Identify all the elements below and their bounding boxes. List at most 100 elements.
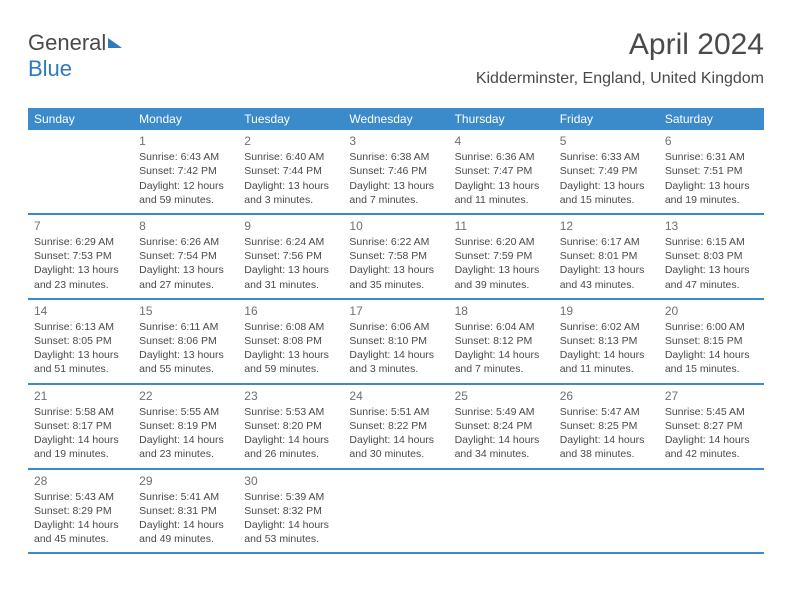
day-info-line: and 49 minutes. [139,532,232,546]
day-cell: 7Sunrise: 6:29 AMSunset: 7:53 PMDaylight… [28,215,133,298]
day-number: 14 [34,303,127,319]
day-info-line: Sunrise: 6:13 AM [34,320,127,334]
day-info-line: and 15 minutes. [665,362,758,376]
day-info-line: Sunrise: 6:00 AM [665,320,758,334]
day-info-line: Sunset: 7:44 PM [244,164,337,178]
day-info-line: Sunset: 7:51 PM [665,164,758,178]
day-cell: 19Sunrise: 6:02 AMSunset: 8:13 PMDayligh… [554,300,659,383]
day-info-line: Sunset: 7:58 PM [349,249,442,263]
day-info-line: Sunset: 8:27 PM [665,419,758,433]
day-info-line: Sunset: 8:29 PM [34,504,127,518]
day-info-line: and 55 minutes. [139,362,232,376]
day-info-line: Sunrise: 5:41 AM [139,490,232,504]
day-info-line: and 43 minutes. [560,278,653,292]
day-info-line: Sunset: 8:08 PM [244,334,337,348]
week-row: 28Sunrise: 5:43 AMSunset: 8:29 PMDayligh… [28,470,764,555]
day-info-line: Daylight: 13 hours [665,263,758,277]
location-text: Kidderminster, England, United Kingdom [476,70,764,88]
day-info-line: Sunset: 8:32 PM [244,504,337,518]
day-info-line: Sunrise: 5:53 AM [244,405,337,419]
logo: General Blue [28,30,122,82]
day-info-line: Sunrise: 6:06 AM [349,320,442,334]
day-info-line: Daylight: 13 hours [560,179,653,193]
day-info-line: Daylight: 12 hours [139,179,232,193]
week-row: 14Sunrise: 6:13 AMSunset: 8:05 PMDayligh… [28,300,764,385]
day-number: 5 [560,133,653,149]
day-cell: 13Sunrise: 6:15 AMSunset: 8:03 PMDayligh… [659,215,764,298]
day-number: 4 [455,133,548,149]
day-info-line: and 3 minutes. [244,193,337,207]
day-info-line: Daylight: 14 hours [560,348,653,362]
day-info-line: Sunrise: 6:26 AM [139,235,232,249]
day-info-line: Daylight: 14 hours [349,348,442,362]
day-info-line: Sunrise: 6:31 AM [665,150,758,164]
day-info-line: and 27 minutes. [139,278,232,292]
day-cell: 18Sunrise: 6:04 AMSunset: 8:12 PMDayligh… [449,300,554,383]
day-number: 23 [244,388,337,404]
day-info-line: Sunrise: 6:36 AM [455,150,548,164]
day-number: 29 [139,473,232,489]
day-info-line: Sunset: 8:13 PM [560,334,653,348]
day-cell: 9Sunrise: 6:24 AMSunset: 7:56 PMDaylight… [238,215,343,298]
header: April 2024 Kidderminster, England, Unite… [476,28,764,88]
day-cell: 4Sunrise: 6:36 AMSunset: 7:47 PMDaylight… [449,130,554,213]
day-cell: 3Sunrise: 6:38 AMSunset: 7:46 PMDaylight… [343,130,448,213]
day-info-line: Sunrise: 6:02 AM [560,320,653,334]
day-cell: 16Sunrise: 6:08 AMSunset: 8:08 PMDayligh… [238,300,343,383]
day-info-line: Sunrise: 6:20 AM [455,235,548,249]
day-cell: 11Sunrise: 6:20 AMSunset: 7:59 PMDayligh… [449,215,554,298]
day-info-line: Sunset: 8:12 PM [455,334,548,348]
day-cell [28,130,133,213]
day-cell: 30Sunrise: 5:39 AMSunset: 8:32 PMDayligh… [238,470,343,553]
day-info-line: Sunset: 8:06 PM [139,334,232,348]
day-info-line: and 59 minutes. [139,193,232,207]
day-number: 17 [349,303,442,319]
day-info-line: Sunrise: 6:22 AM [349,235,442,249]
day-number: 22 [139,388,232,404]
day-number: 7 [34,218,127,234]
day-info-line: Sunrise: 6:40 AM [244,150,337,164]
day-info-line: and 7 minutes. [455,362,548,376]
day-info-line: and 30 minutes. [349,447,442,461]
day-info-line: Daylight: 14 hours [139,433,232,447]
day-info-line: Sunset: 7:49 PM [560,164,653,178]
day-number: 24 [349,388,442,404]
day-info-line: Daylight: 13 hours [349,179,442,193]
day-cell: 1Sunrise: 6:43 AMSunset: 7:42 PMDaylight… [133,130,238,213]
day-info-line: and 53 minutes. [244,532,337,546]
day-info-line: and 19 minutes. [665,193,758,207]
day-info-line: Sunset: 8:24 PM [455,419,548,433]
day-header: Friday [554,108,659,130]
day-info-line: Sunrise: 5:51 AM [349,405,442,419]
day-info-line: Sunrise: 6:43 AM [139,150,232,164]
day-number: 10 [349,218,442,234]
day-cell [449,470,554,553]
day-number: 12 [560,218,653,234]
day-header: Saturday [659,108,764,130]
day-number: 27 [665,388,758,404]
day-cell: 20Sunrise: 6:00 AMSunset: 8:15 PMDayligh… [659,300,764,383]
day-header: Tuesday [238,108,343,130]
day-info-line: Sunrise: 6:29 AM [34,235,127,249]
day-info-line: Daylight: 14 hours [349,433,442,447]
day-number: 25 [455,388,548,404]
day-info-line: Sunrise: 5:45 AM [665,405,758,419]
logo-text-1: General [28,30,106,55]
day-info-line: Sunrise: 5:43 AM [34,490,127,504]
day-cell: 17Sunrise: 6:06 AMSunset: 8:10 PMDayligh… [343,300,448,383]
day-header: Thursday [449,108,554,130]
day-number: 30 [244,473,337,489]
day-info-line: Daylight: 13 hours [244,263,337,277]
day-cell: 23Sunrise: 5:53 AMSunset: 8:20 PMDayligh… [238,385,343,468]
day-info-line: Daylight: 13 hours [34,348,127,362]
day-cell [659,470,764,553]
day-cell: 24Sunrise: 5:51 AMSunset: 8:22 PMDayligh… [343,385,448,468]
day-cell: 25Sunrise: 5:49 AMSunset: 8:24 PMDayligh… [449,385,554,468]
day-number: 16 [244,303,337,319]
day-info-line: Sunset: 8:31 PM [139,504,232,518]
day-cell: 5Sunrise: 6:33 AMSunset: 7:49 PMDaylight… [554,130,659,213]
day-info-line: Sunset: 8:20 PM [244,419,337,433]
day-info-line: Sunset: 8:19 PM [139,419,232,433]
day-cell: 28Sunrise: 5:43 AMSunset: 8:29 PMDayligh… [28,470,133,553]
day-cell: 29Sunrise: 5:41 AMSunset: 8:31 PMDayligh… [133,470,238,553]
